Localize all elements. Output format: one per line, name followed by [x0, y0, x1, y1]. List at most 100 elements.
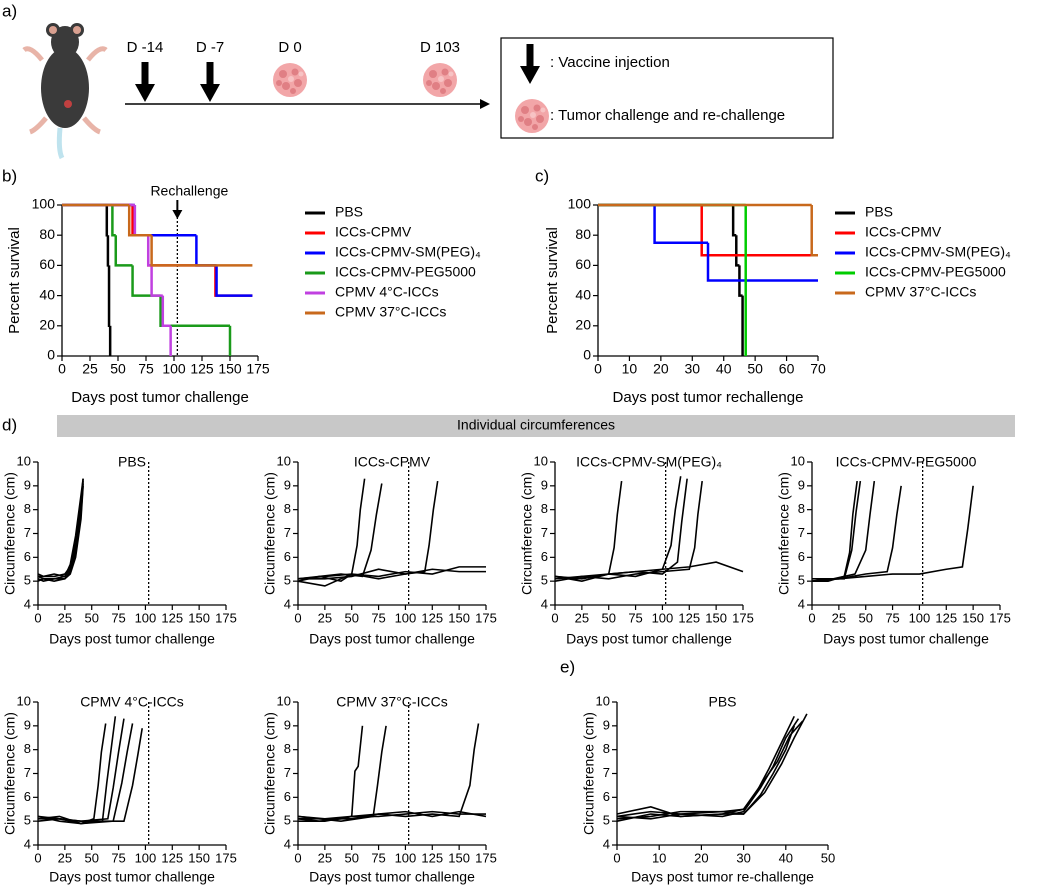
x-tick-label: 50	[110, 361, 126, 377]
x-tick-label: 25	[58, 850, 72, 865]
survival-step	[146, 235, 216, 267]
legend-label: CPMV 37°C-ICCs	[335, 304, 446, 320]
x-tick-label: 175	[732, 610, 754, 625]
y-tick-label: 5	[541, 573, 548, 588]
x-tick-label: 150	[448, 850, 470, 865]
mouse-line	[298, 723, 480, 820]
y-tick-label: 5	[798, 573, 805, 588]
y-tick-label: 80	[575, 226, 591, 242]
mouse-line	[616, 725, 795, 820]
y-tick-label: 4	[284, 836, 291, 851]
y-tick-label: 10	[17, 693, 31, 708]
x-tick-label: 0	[551, 610, 558, 625]
schematic-legend-label: : Vaccine injection	[550, 54, 670, 71]
survival-step	[133, 205, 197, 237]
x-tick-label: 100	[162, 361, 186, 377]
x-tick-label: 0	[594, 361, 602, 377]
x-tick-label: 100	[909, 610, 931, 625]
x-tick-label: 125	[421, 850, 443, 865]
x-tick-label: 175	[215, 850, 237, 865]
x-tick-label: 20	[653, 361, 669, 377]
y-tick-label: 7	[541, 525, 548, 540]
x-tick-label: 175	[475, 850, 497, 865]
panel-label: b)	[2, 166, 17, 185]
y-tick-label: 10	[277, 453, 291, 468]
y-tick-label: 10	[596, 693, 610, 708]
x-tick-label: 25	[318, 850, 332, 865]
x-tick-label: 0	[34, 850, 41, 865]
y-tick-label: 10	[17, 453, 31, 468]
annotation: Rechallenge	[150, 183, 228, 199]
y-axis-label: Circumference (cm)	[776, 472, 792, 595]
x-tick-label: 50	[858, 610, 872, 625]
y-tick-label: 7	[24, 525, 31, 540]
survival-step	[114, 235, 133, 267]
mouse-line	[616, 715, 795, 818]
mouse-line	[554, 561, 744, 580]
x-tick-label: 25	[575, 610, 589, 625]
survival-step	[105, 205, 109, 237]
mouse-illustration	[22, 23, 108, 160]
y-axis-label: Percent survival	[544, 227, 561, 334]
y-axis-label: Circumference (cm)	[262, 712, 278, 835]
y-tick-label: 10	[277, 693, 291, 708]
y-tick-label: 60	[39, 256, 55, 272]
y-tick-label: 9	[541, 477, 548, 492]
x-axis-label: Days post tumor challenge	[49, 631, 215, 647]
survival-step	[150, 235, 253, 267]
legend-label: ICCs-CPMV-SM(PEG)₄	[865, 244, 1011, 260]
y-tick-label: 5	[603, 813, 610, 828]
y-tick-label: 7	[24, 765, 31, 780]
mouse-line	[37, 485, 84, 582]
x-tick-label: 100	[135, 850, 157, 865]
y-tick-label: 6	[284, 549, 291, 564]
x-tick-label: 75	[628, 610, 642, 625]
survival-step	[700, 205, 818, 257]
x-axis-label: Days post tumor challenge	[823, 631, 989, 647]
x-tick-label: 50	[747, 361, 763, 377]
mouse-line	[298, 568, 486, 580]
x-tick-label: 125	[161, 850, 183, 865]
y-tick-label: 9	[284, 477, 291, 492]
y-axis-label: Circumference (cm)	[581, 712, 597, 835]
y-tick-label: 8	[541, 501, 548, 516]
tumor-icon	[515, 99, 549, 133]
x-tick-label: 0	[34, 610, 41, 625]
x-tick-label: 150	[218, 361, 242, 377]
legend-label: ICCs-CPMV-SM(PEG)₄	[335, 244, 481, 260]
x-tick-label: 75	[371, 850, 385, 865]
y-tick-label: 6	[24, 549, 31, 564]
mouse-line	[297, 566, 486, 587]
vaccine-arrow	[520, 44, 540, 84]
x-tick-label: 40	[779, 850, 793, 865]
legend-label: CPMV 37°C-ICCs	[865, 284, 976, 300]
x-tick-label: 125	[421, 610, 443, 625]
x-tick-label: 125	[161, 610, 183, 625]
schematic-legend-label: : Tumor challenge and re-challenge	[550, 107, 785, 124]
y-axis-label: Circumference (cm)	[2, 712, 18, 835]
mouse-line	[811, 485, 974, 582]
x-tick-label: 100	[395, 610, 417, 625]
x-axis-label: Days post tumor challenge	[309, 631, 475, 647]
timepoint-label: D 103	[420, 39, 460, 56]
legend-label: PBS	[335, 204, 363, 220]
y-tick-label: 80	[39, 226, 55, 242]
y-tick-label: 8	[603, 741, 610, 756]
x-tick-label: 0	[808, 610, 815, 625]
y-tick-label: 5	[284, 573, 291, 588]
y-tick-label: 6	[798, 549, 805, 564]
x-tick-label: 0	[294, 610, 301, 625]
x-tick-label: 0	[294, 850, 301, 865]
x-tick-label: 25	[832, 610, 846, 625]
chart-title: PBS	[118, 454, 146, 470]
y-tick-label: 0	[583, 347, 591, 363]
chart-title: PBS	[708, 694, 736, 710]
mouse-line	[297, 725, 387, 822]
x-tick-label: 40	[716, 361, 732, 377]
legend-label: CPMV 4°C-ICCs	[335, 284, 439, 300]
x-tick-label: 25	[318, 610, 332, 625]
x-tick-label: 100	[652, 610, 674, 625]
x-tick-label: 150	[188, 610, 210, 625]
x-tick-label: 0	[58, 361, 66, 377]
mouse-line	[38, 478, 84, 578]
